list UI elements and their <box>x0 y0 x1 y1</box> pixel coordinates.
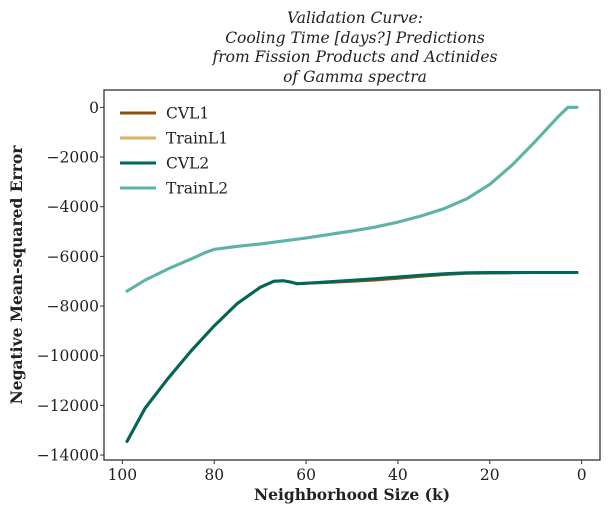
plot-area-frame <box>103 89 601 461</box>
legend-label-cvl2: CVL2 <box>166 155 209 173</box>
chart-title: Validation Curve: Cooling Time [days?] P… <box>212 9 498 86</box>
chart-title-line-1: Validation Curve: <box>287 9 423 27</box>
y-tick-label: −2000 <box>47 149 99 167</box>
chart-title-line-2: Cooling Time [days?] Predictions <box>225 29 485 47</box>
y-tick-label: −12000 <box>37 397 99 415</box>
y-axis-label: Negative Mean-squared Error <box>7 145 26 405</box>
axis-ticks: 100 80 60 40 20 0 0 −2000 −4000 −6000 −8000 −10000 −… <box>37 99 587 484</box>
series-line-cvl2 <box>125 271 579 443</box>
series-line-trainl2 <box>125 105 579 293</box>
legend-label-cvl1: CVL1 <box>166 105 209 123</box>
y-tick-label: −10000 <box>37 347 99 365</box>
x-tick-label: 80 <box>204 466 224 484</box>
y-tick-label: 0 <box>89 99 99 117</box>
x-axis-label: Neighborhood Size (k) <box>254 485 450 504</box>
y-tick-label: −14000 <box>37 447 99 465</box>
chart-title-line-4: of Gamma spectra <box>283 68 427 86</box>
chart-title-line-3: from Fission Products and Actinides <box>212 48 498 66</box>
legend-label-trainl2: TrainL2 <box>166 180 228 198</box>
y-tick-label: −8000 <box>47 298 99 316</box>
x-tick-label: 40 <box>388 466 408 484</box>
y-tick-label: −6000 <box>47 248 99 266</box>
x-tick-label: 0 <box>577 466 587 484</box>
x-tick-label: 20 <box>480 466 500 484</box>
legend: CVL1 TrainL1 CVL2 TrainL2 <box>120 105 228 198</box>
x-tick-label: 100 <box>108 466 138 484</box>
series-line-cvl1 <box>125 271 579 443</box>
legend-label-trainl1: TrainL1 <box>166 130 228 148</box>
x-tick-label: 60 <box>296 466 316 484</box>
series-lines <box>125 105 579 443</box>
y-tick-label: −4000 <box>47 198 99 216</box>
